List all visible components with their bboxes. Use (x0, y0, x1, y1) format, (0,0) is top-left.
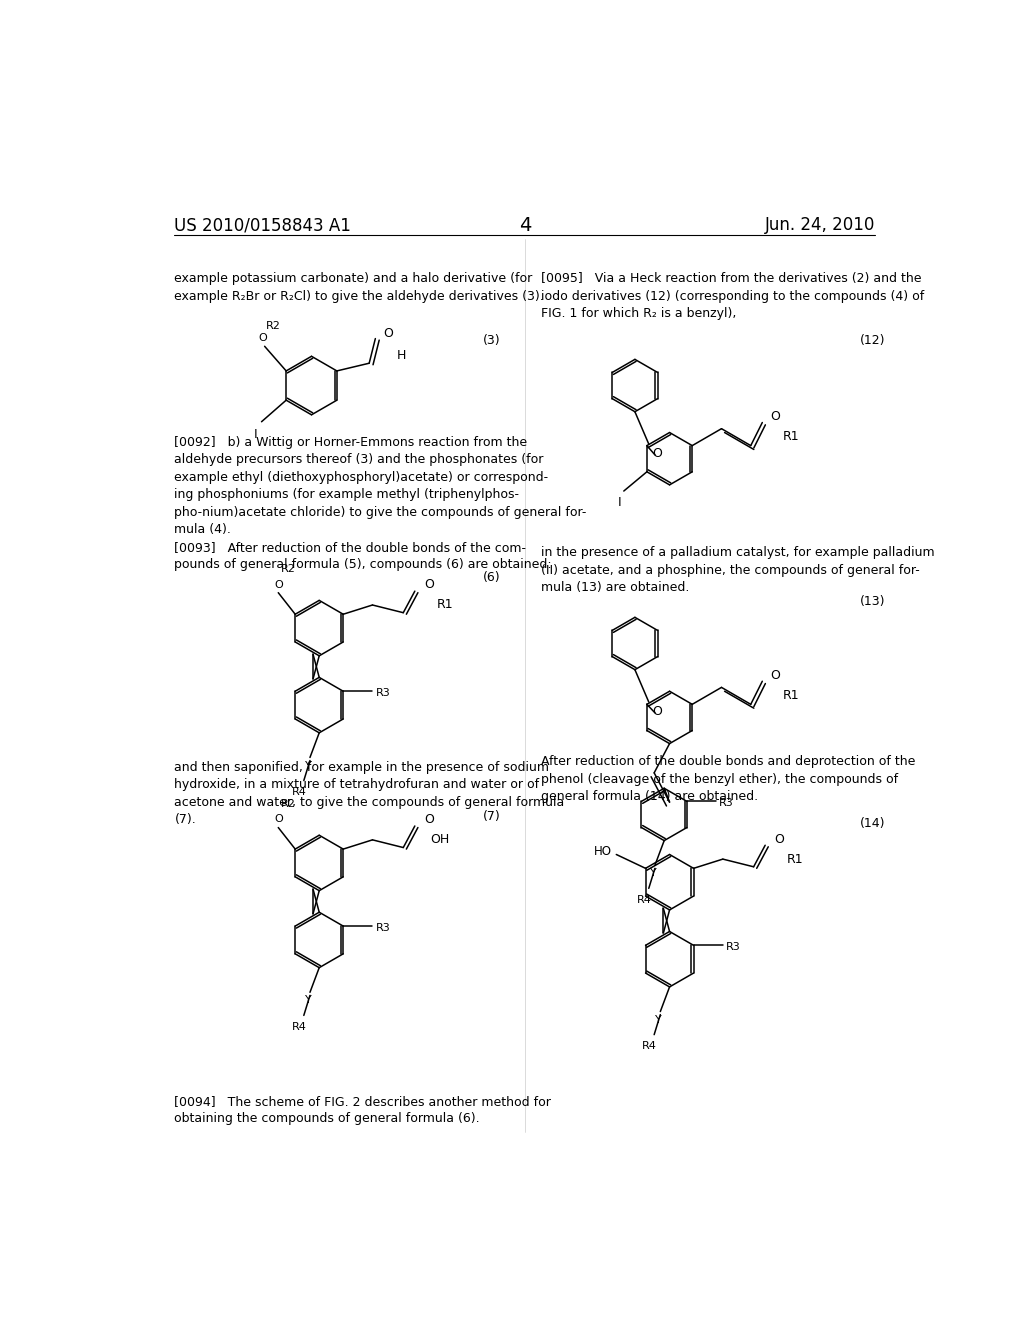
Text: Y: Y (650, 869, 656, 878)
Text: (3): (3) (482, 334, 500, 347)
Text: Jun. 24, 2010: Jun. 24, 2010 (765, 216, 876, 234)
Text: I: I (254, 428, 257, 441)
Text: Y: Y (305, 995, 311, 1006)
Text: and then saponified, for example in the presence of sodium
hydroxide, in a mixtu: and then saponified, for example in the … (174, 760, 564, 826)
Text: (14): (14) (860, 817, 885, 830)
Text: R3: R3 (376, 923, 390, 933)
Text: O: O (652, 705, 662, 718)
Text: (7): (7) (482, 810, 500, 822)
Text: R4: R4 (292, 1022, 306, 1031)
Text: O: O (652, 447, 662, 461)
Text: R4: R4 (642, 1040, 657, 1051)
Text: in the presence of a palladium catalyst, for example palladium
(II) acetate, and: in the presence of a palladium catalyst,… (541, 546, 935, 594)
Text: O: O (259, 333, 267, 343)
Text: Y: Y (655, 1015, 663, 1024)
Text: example potassium carbonate) and a halo derivative (for
example R₂Br or R₂Cl) to: example potassium carbonate) and a halo … (174, 272, 544, 302)
Text: R3: R3 (726, 942, 740, 952)
Text: [0094]   The scheme of FIG. 2 describes another method for
obtaining the compoun: [0094] The scheme of FIG. 2 describes an… (174, 1094, 551, 1125)
Text: O: O (273, 814, 283, 825)
Text: R4: R4 (637, 895, 651, 904)
Text: OH: OH (430, 833, 450, 846)
Text: R3: R3 (376, 688, 390, 698)
Text: R2: R2 (282, 564, 296, 574)
Text: O: O (774, 833, 784, 846)
Text: R4: R4 (292, 787, 306, 797)
Text: R1: R1 (782, 689, 799, 702)
Text: After reduction of the double bonds and deprotection of the
phenol (cleavage of : After reduction of the double bonds and … (541, 755, 915, 803)
Text: (12): (12) (860, 334, 885, 347)
Text: O: O (273, 579, 283, 590)
Text: R1: R1 (436, 598, 453, 611)
Text: 4: 4 (518, 216, 531, 235)
Text: Y: Y (305, 760, 311, 771)
Text: O: O (424, 578, 434, 591)
Text: O: O (424, 813, 434, 826)
Text: O: O (383, 327, 393, 341)
Text: [0092]   b) a Wittig or Horner-Emmons reaction from the
aldehyde precursors ther: [0092] b) a Wittig or Horner-Emmons reac… (174, 436, 587, 572)
Text: (6): (6) (482, 572, 500, 585)
Text: R1: R1 (786, 853, 804, 866)
Text: O: O (770, 668, 780, 681)
Text: H: H (397, 348, 407, 362)
Text: R2: R2 (282, 799, 296, 809)
Text: R3: R3 (719, 797, 734, 808)
Text: US 2010/0158843 A1: US 2010/0158843 A1 (174, 216, 351, 234)
Text: HO: HO (594, 845, 611, 858)
Text: [0095]   Via a Heck reaction from the derivatives (2) and the
iodo derivatives (: [0095] Via a Heck reaction from the deri… (541, 272, 925, 321)
Text: O: O (770, 409, 780, 422)
Text: I: I (617, 496, 621, 510)
Text: (13): (13) (860, 595, 885, 609)
Text: R1: R1 (782, 430, 799, 444)
Text: R2: R2 (266, 321, 281, 331)
